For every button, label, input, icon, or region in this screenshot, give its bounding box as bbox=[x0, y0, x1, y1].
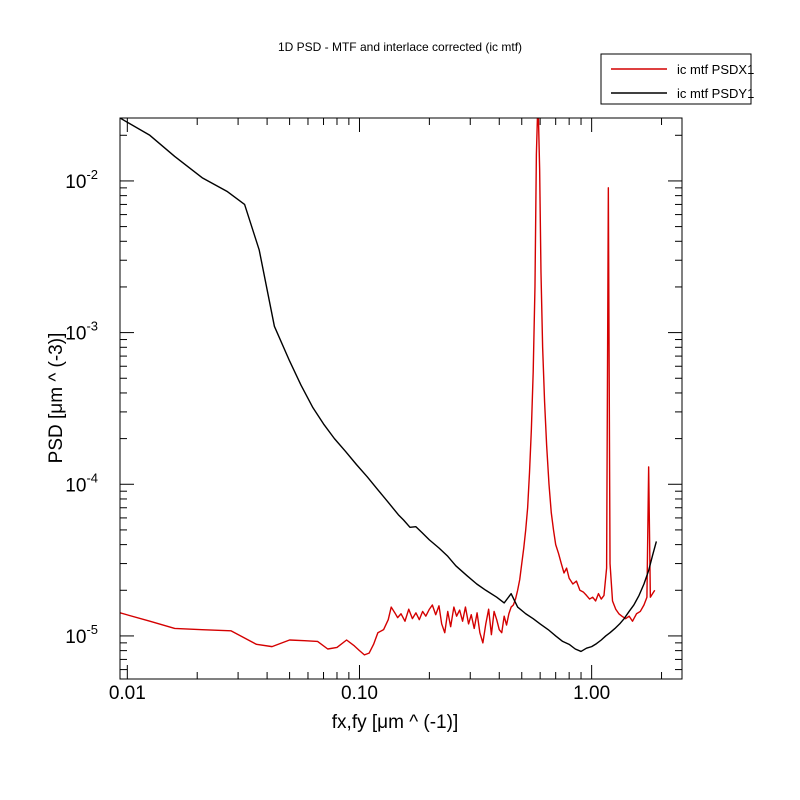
legend-label-psdx1: ic mtf PSDX1 bbox=[677, 62, 754, 77]
series-lines bbox=[120, 118, 658, 656]
plot-frame bbox=[119, 117, 683, 680]
y-tick-label: 10-5 bbox=[65, 622, 98, 648]
y-tick-label: 10-4 bbox=[65, 470, 98, 496]
series-line-ic-mtf-psdx1 bbox=[120, 118, 656, 656]
x-tick-label: 0.01 bbox=[109, 683, 146, 704]
series-line-ic-mtf-psdy1 bbox=[120, 118, 658, 653]
axis-tick-labels: 0.01 0.10 1.00 10-5 10-4 10-3 10-2 bbox=[65, 167, 610, 704]
x-tick-label: 0.10 bbox=[341, 683, 378, 704]
chart-title: 1D PSD - MTF and interlace corrected (ic… bbox=[278, 40, 522, 54]
x-tick-label: 1.00 bbox=[573, 683, 610, 704]
x-axis-label: fx,fy [μm ^ (-1)] bbox=[332, 712, 458, 733]
y-tick-label: 10-2 bbox=[65, 167, 98, 193]
legend-box bbox=[600, 53, 752, 105]
y-axis-label: PSD [μm ^ (-3)] bbox=[46, 333, 67, 464]
y-tick-label: 10-3 bbox=[65, 319, 98, 345]
legend-label-psdy1: ic mtf PSDY1 bbox=[677, 86, 754, 101]
axis-ticks bbox=[120, 118, 682, 679]
legend: ic mtf PSDX1 ic mtf PSDY1 bbox=[600, 53, 754, 105]
